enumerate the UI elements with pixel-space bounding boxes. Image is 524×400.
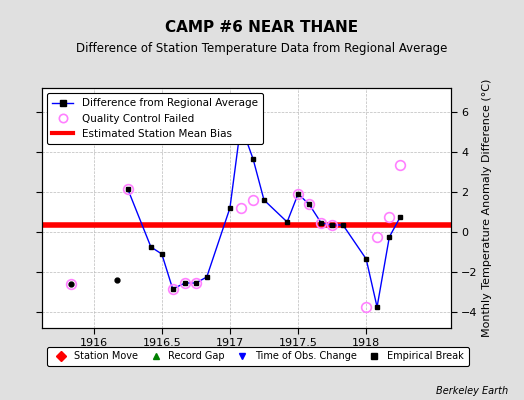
- Text: Berkeley Earth: Berkeley Earth: [436, 386, 508, 396]
- Legend: Station Move, Record Gap, Time of Obs. Change, Empirical Break: Station Move, Record Gap, Time of Obs. C…: [47, 347, 468, 366]
- Y-axis label: Monthly Temperature Anomaly Difference (°C): Monthly Temperature Anomaly Difference (…: [482, 79, 492, 337]
- Text: Difference of Station Temperature Data from Regional Average: Difference of Station Temperature Data f…: [77, 42, 447, 55]
- Text: CAMP #6 NEAR THANE: CAMP #6 NEAR THANE: [166, 20, 358, 35]
